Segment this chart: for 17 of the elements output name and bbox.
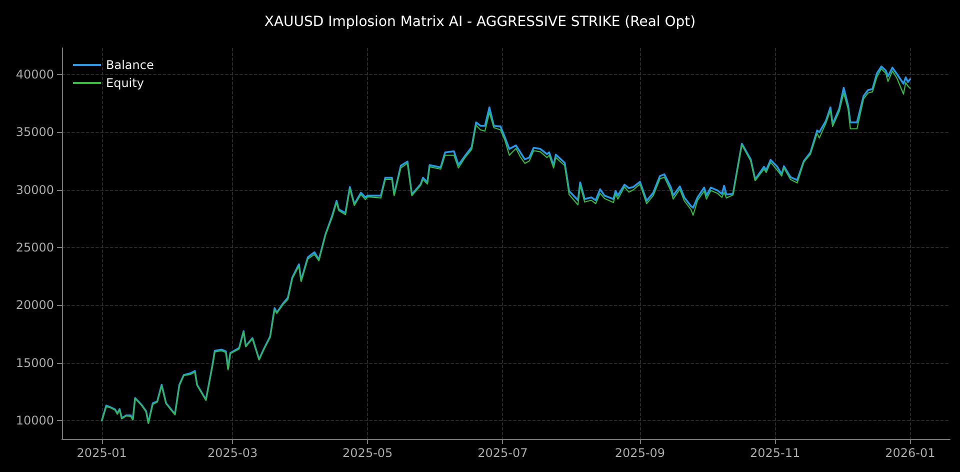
y-tick-label: 15000 xyxy=(16,356,54,370)
x-tick-label: 2025-03 xyxy=(207,446,258,460)
x-tick-label: 2025-09 xyxy=(614,446,666,460)
y-tick-label: 10000 xyxy=(16,414,54,428)
legend-label: Balance xyxy=(106,58,154,72)
legend-label: Equity xyxy=(106,76,144,90)
y-tick-label: 20000 xyxy=(16,298,54,312)
x-tick-label: 2025-11 xyxy=(750,446,800,460)
chart-title: XAUUSD Implosion Matrix AI - AGGRESSIVE STRIKE (Real Opt) xyxy=(264,14,696,30)
x-tick-label: 2025-07 xyxy=(478,446,528,460)
x-tick-label: 2025-01 xyxy=(76,446,127,460)
y-tick-label: 40000 xyxy=(16,68,54,82)
x-tick-label: 2025-05 xyxy=(342,446,393,460)
x-tick-label: 2026-01 xyxy=(885,446,936,460)
y-tick-label: 25000 xyxy=(16,240,54,255)
y-tick-label: 35000 xyxy=(16,125,54,140)
y-tick-label: 30000 xyxy=(16,182,54,197)
